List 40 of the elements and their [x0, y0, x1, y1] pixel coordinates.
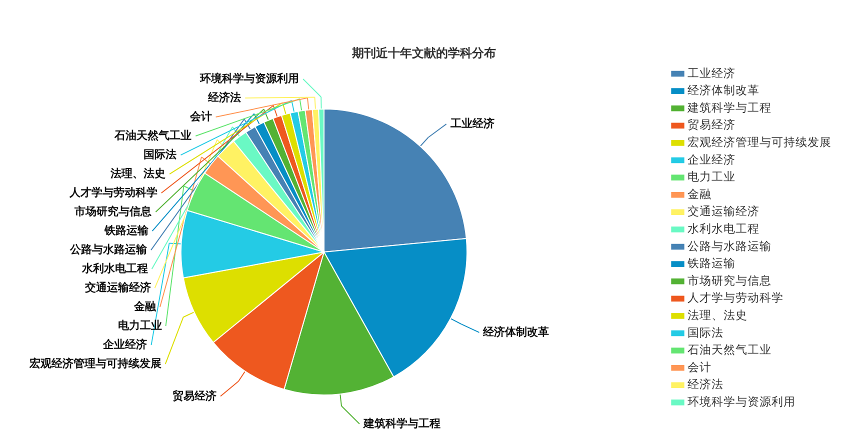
slice-label: 工业经济	[449, 117, 494, 130]
legend-label: 经济体制改革	[688, 83, 760, 98]
legend-label: 金融	[688, 186, 712, 201]
slice-label: 铁路运输	[103, 224, 150, 238]
legend-label: 贸易经济	[688, 118, 736, 132]
legend-label: 会计	[688, 360, 712, 374]
slice-label: 企业经济	[102, 338, 148, 352]
legend-label: 国际法	[688, 325, 724, 340]
legend-label: 公路与水路运输	[688, 238, 772, 253]
legend-label: 法理、法史	[688, 308, 748, 322]
legend-label: 建筑科学与工程	[686, 100, 772, 114]
slice-label: 贸易经济	[172, 389, 216, 402]
slice-label: 法理、法史	[110, 167, 166, 180]
legend-label: 企业经济	[688, 152, 736, 166]
slice-label: 金融	[132, 300, 157, 314]
legend-label: 电力工业	[688, 170, 736, 184]
slice-label: 公路与水路运输	[69, 243, 148, 256]
legend-label: 人才学与劳动科学	[688, 290, 784, 305]
slice-label: 国际法	[144, 148, 177, 162]
slice-label: 石油天然气工业	[114, 129, 192, 142]
slice-label: 建筑科学与工程	[362, 416, 440, 430]
chart-title: 期刊近十年文献的学科分布	[351, 46, 496, 60]
slice-label: 经济体制改革	[482, 325, 550, 338]
slice-label: 交通运输经济	[84, 281, 151, 294]
legend-label: 交通运输经济	[688, 204, 760, 218]
legend-label: 宏观经济管理与可持续发展	[688, 134, 832, 149]
legend-label: 石油天然气工业	[688, 342, 772, 357]
legend-label: 铁路运输	[686, 256, 736, 270]
slice-label: 环境科学与资源利用	[199, 72, 300, 86]
slice-label: 人才学与劳动科学	[68, 186, 158, 200]
legend-label: 经济法	[688, 377, 724, 392]
slice-label: 市场研究与信息	[74, 205, 153, 218]
legend-label: 水利水电工程	[688, 221, 760, 236]
legend-label: 工业经济	[688, 66, 736, 80]
slice-label: 会计	[188, 110, 212, 124]
slice-label: 宏观经济管理与可持续发展	[28, 357, 162, 370]
slice-label: 水利水电工程	[80, 262, 148, 276]
legend-label: 市场研究与信息	[688, 273, 772, 288]
legend-label: 环境科学与资源利用	[688, 394, 796, 408]
slice-label: 经济法	[207, 91, 242, 104]
